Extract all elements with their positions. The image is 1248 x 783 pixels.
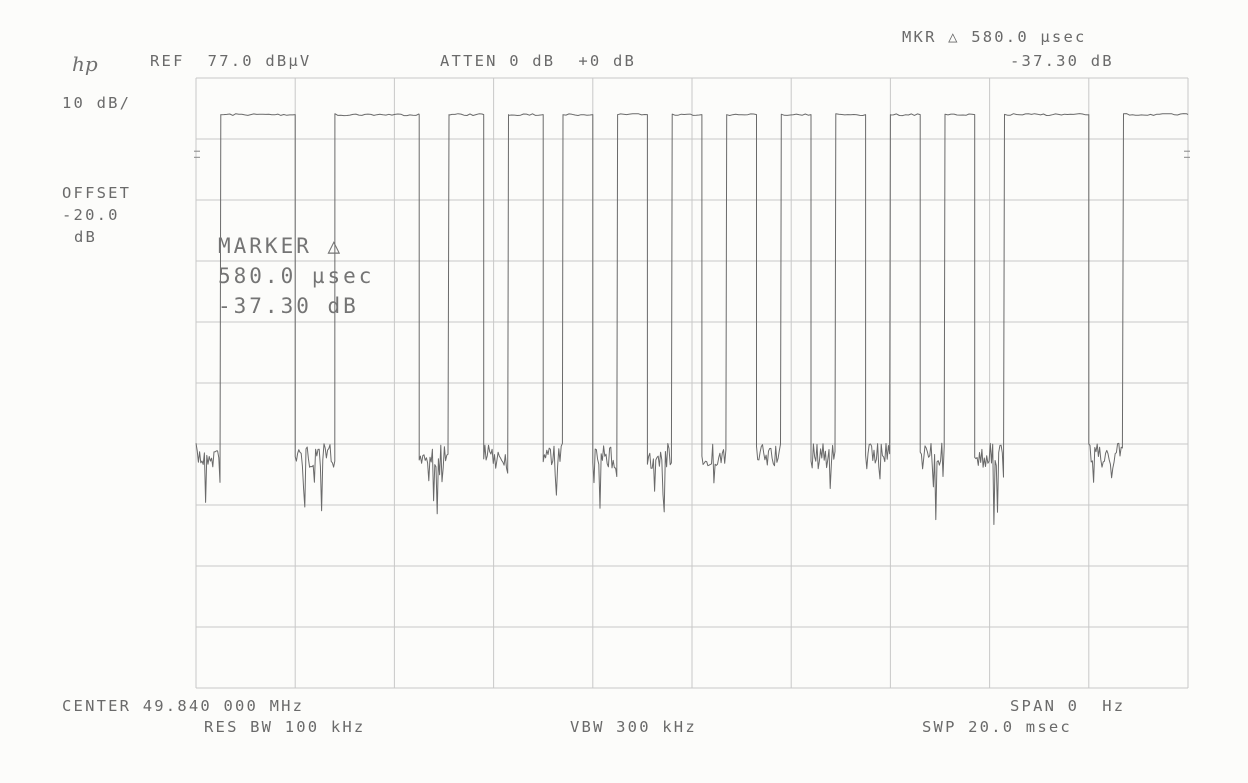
attenuation: ATTEN 0 dB +0 dB <box>440 52 637 70</box>
marker-delta-level: -37.30 dB <box>1010 52 1114 70</box>
trace-path <box>195 113 1189 525</box>
frequency-span: SPAN 0 Hz <box>1010 697 1126 715</box>
offset-unit: dB <box>74 228 98 246</box>
resolution-bandwidth: RES BW 100 kHz <box>204 718 366 736</box>
offset-label: OFFSET <box>62 184 132 202</box>
hp-logo: hp <box>72 52 98 76</box>
edge-ticks <box>194 150 1190 158</box>
marker-delta-time: MKR △ 580.0 µsec <box>902 28 1087 46</box>
video-bandwidth: VBW 300 kHz <box>570 718 697 736</box>
reference-level: REF 77.0 dBµV <box>150 52 312 70</box>
scale-per-division: 10 dB/ <box>62 94 132 112</box>
marker-box-level: -37.30 dB <box>218 294 359 318</box>
signal-trace <box>195 113 1189 525</box>
marker-box-time: 580.0 µsec <box>218 264 375 288</box>
marker-box-title: MARKER △ <box>218 234 344 258</box>
sweep-time: SWP 20.0 msec <box>922 718 1072 736</box>
center-frequency: CENTER 49.840 000 MHz <box>62 697 305 715</box>
graticule <box>195 77 1189 689</box>
offset-value: -20.0 <box>62 206 120 224</box>
